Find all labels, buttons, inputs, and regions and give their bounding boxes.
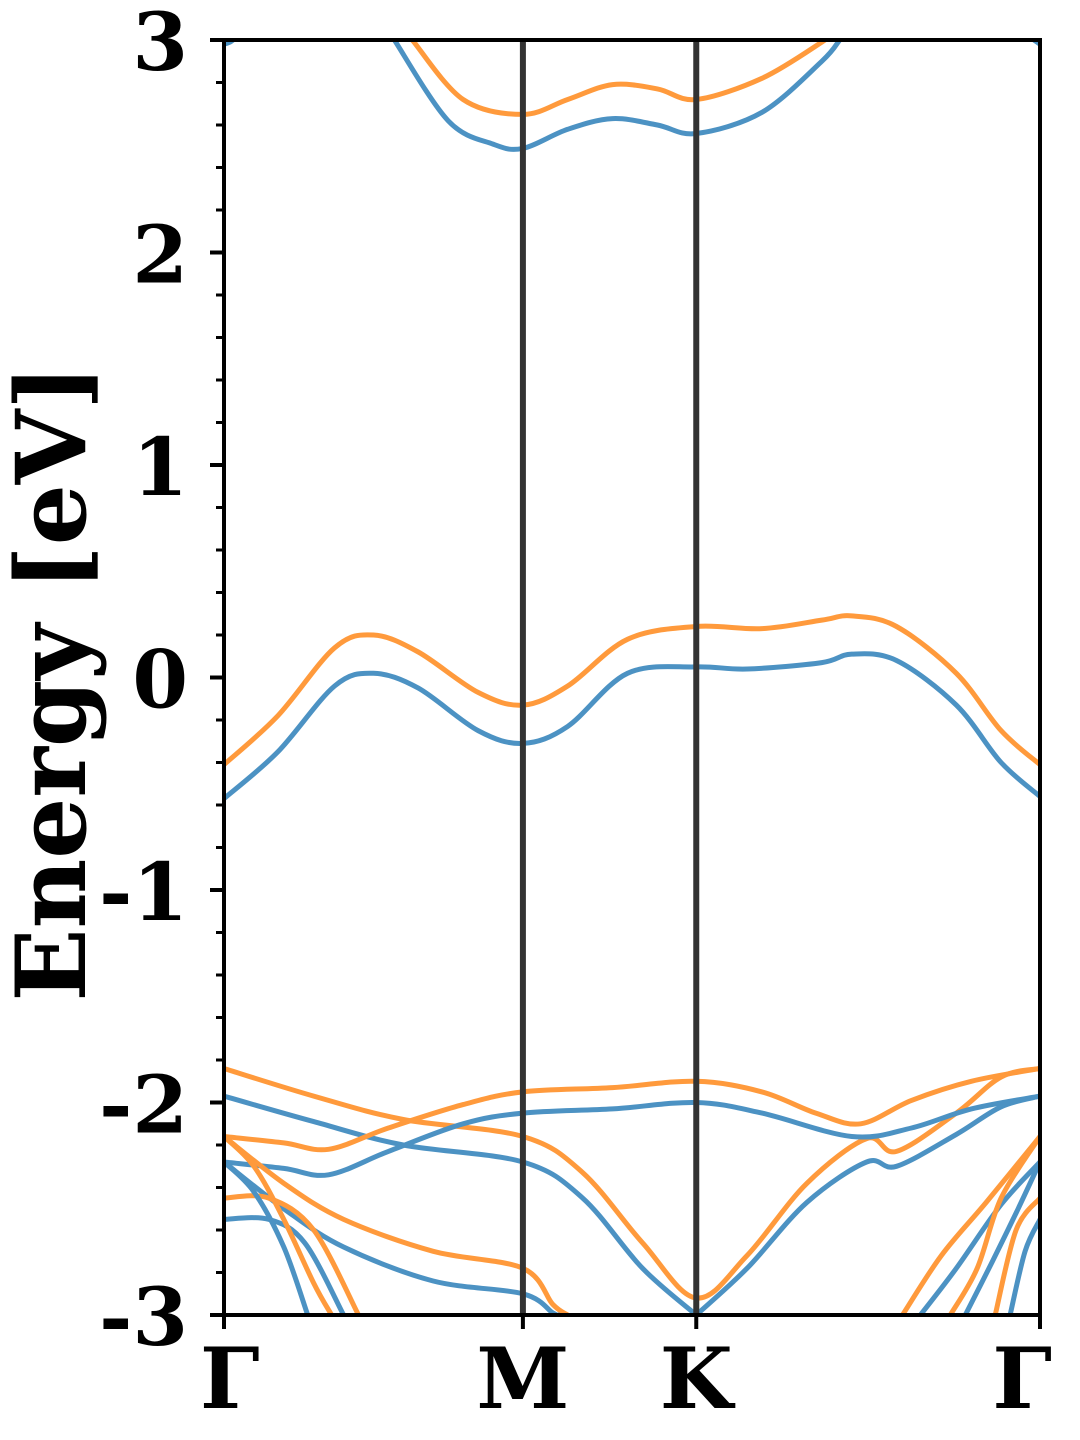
band-line-blue-1	[224, 651, 1040, 802]
y-tick-label: -1	[99, 845, 188, 939]
band-line-orange-16	[224, 1134, 335, 1315]
band-line-orange-12	[224, 1134, 571, 1315]
x-tick-label-Γ: Γ	[992, 1329, 1052, 1428]
band-line-orange-10	[224, 1066, 1040, 1153]
band-line-orange-22	[992, 1195, 1040, 1315]
x-tick-label-Γ: Γ	[200, 1329, 260, 1428]
band-line-orange-14	[224, 1193, 361, 1315]
band-line-orange-20	[947, 1134, 1040, 1315]
band-line-blue-13	[224, 1159, 562, 1315]
band-line-blue-21	[962, 1159, 1040, 1315]
band-line-blue-3	[391, 40, 843, 152]
band-line-blue-7	[224, 1093, 699, 1315]
band-line-blue-11	[224, 1093, 1040, 1178]
y-tick-label: 0	[132, 633, 188, 727]
x-tick-label-M: M	[476, 1329, 569, 1428]
band-line-orange-8	[224, 1066, 1040, 1301]
band-line-blue-17	[224, 1159, 311, 1315]
high-symmetry-dividers	[519, 40, 700, 1315]
band-line-blue-23	[1007, 1216, 1040, 1315]
band-line-blue-9	[693, 1093, 1040, 1315]
band-line-orange-4	[409, 40, 829, 117]
y-axis-ticks: -3 -2 -1 0 1 2 3	[99, 0, 224, 1364]
band-line-orange-18	[900, 1134, 1040, 1315]
y-tick-label: 2	[132, 208, 188, 302]
y-tick-label: 3	[132, 0, 188, 89]
band-line-blue-19	[917, 1159, 1040, 1315]
band-series-group	[224, 40, 1040, 1315]
y-tick-label: 1	[132, 420, 188, 514]
y-tick-label: -2	[99, 1058, 188, 1152]
y-axis-title: Energy [eV]	[0, 364, 108, 1001]
y-tick-label: -3	[99, 1270, 188, 1364]
x-tick-label-K: K	[660, 1329, 736, 1428]
band-line-orange-2	[224, 613, 1040, 768]
